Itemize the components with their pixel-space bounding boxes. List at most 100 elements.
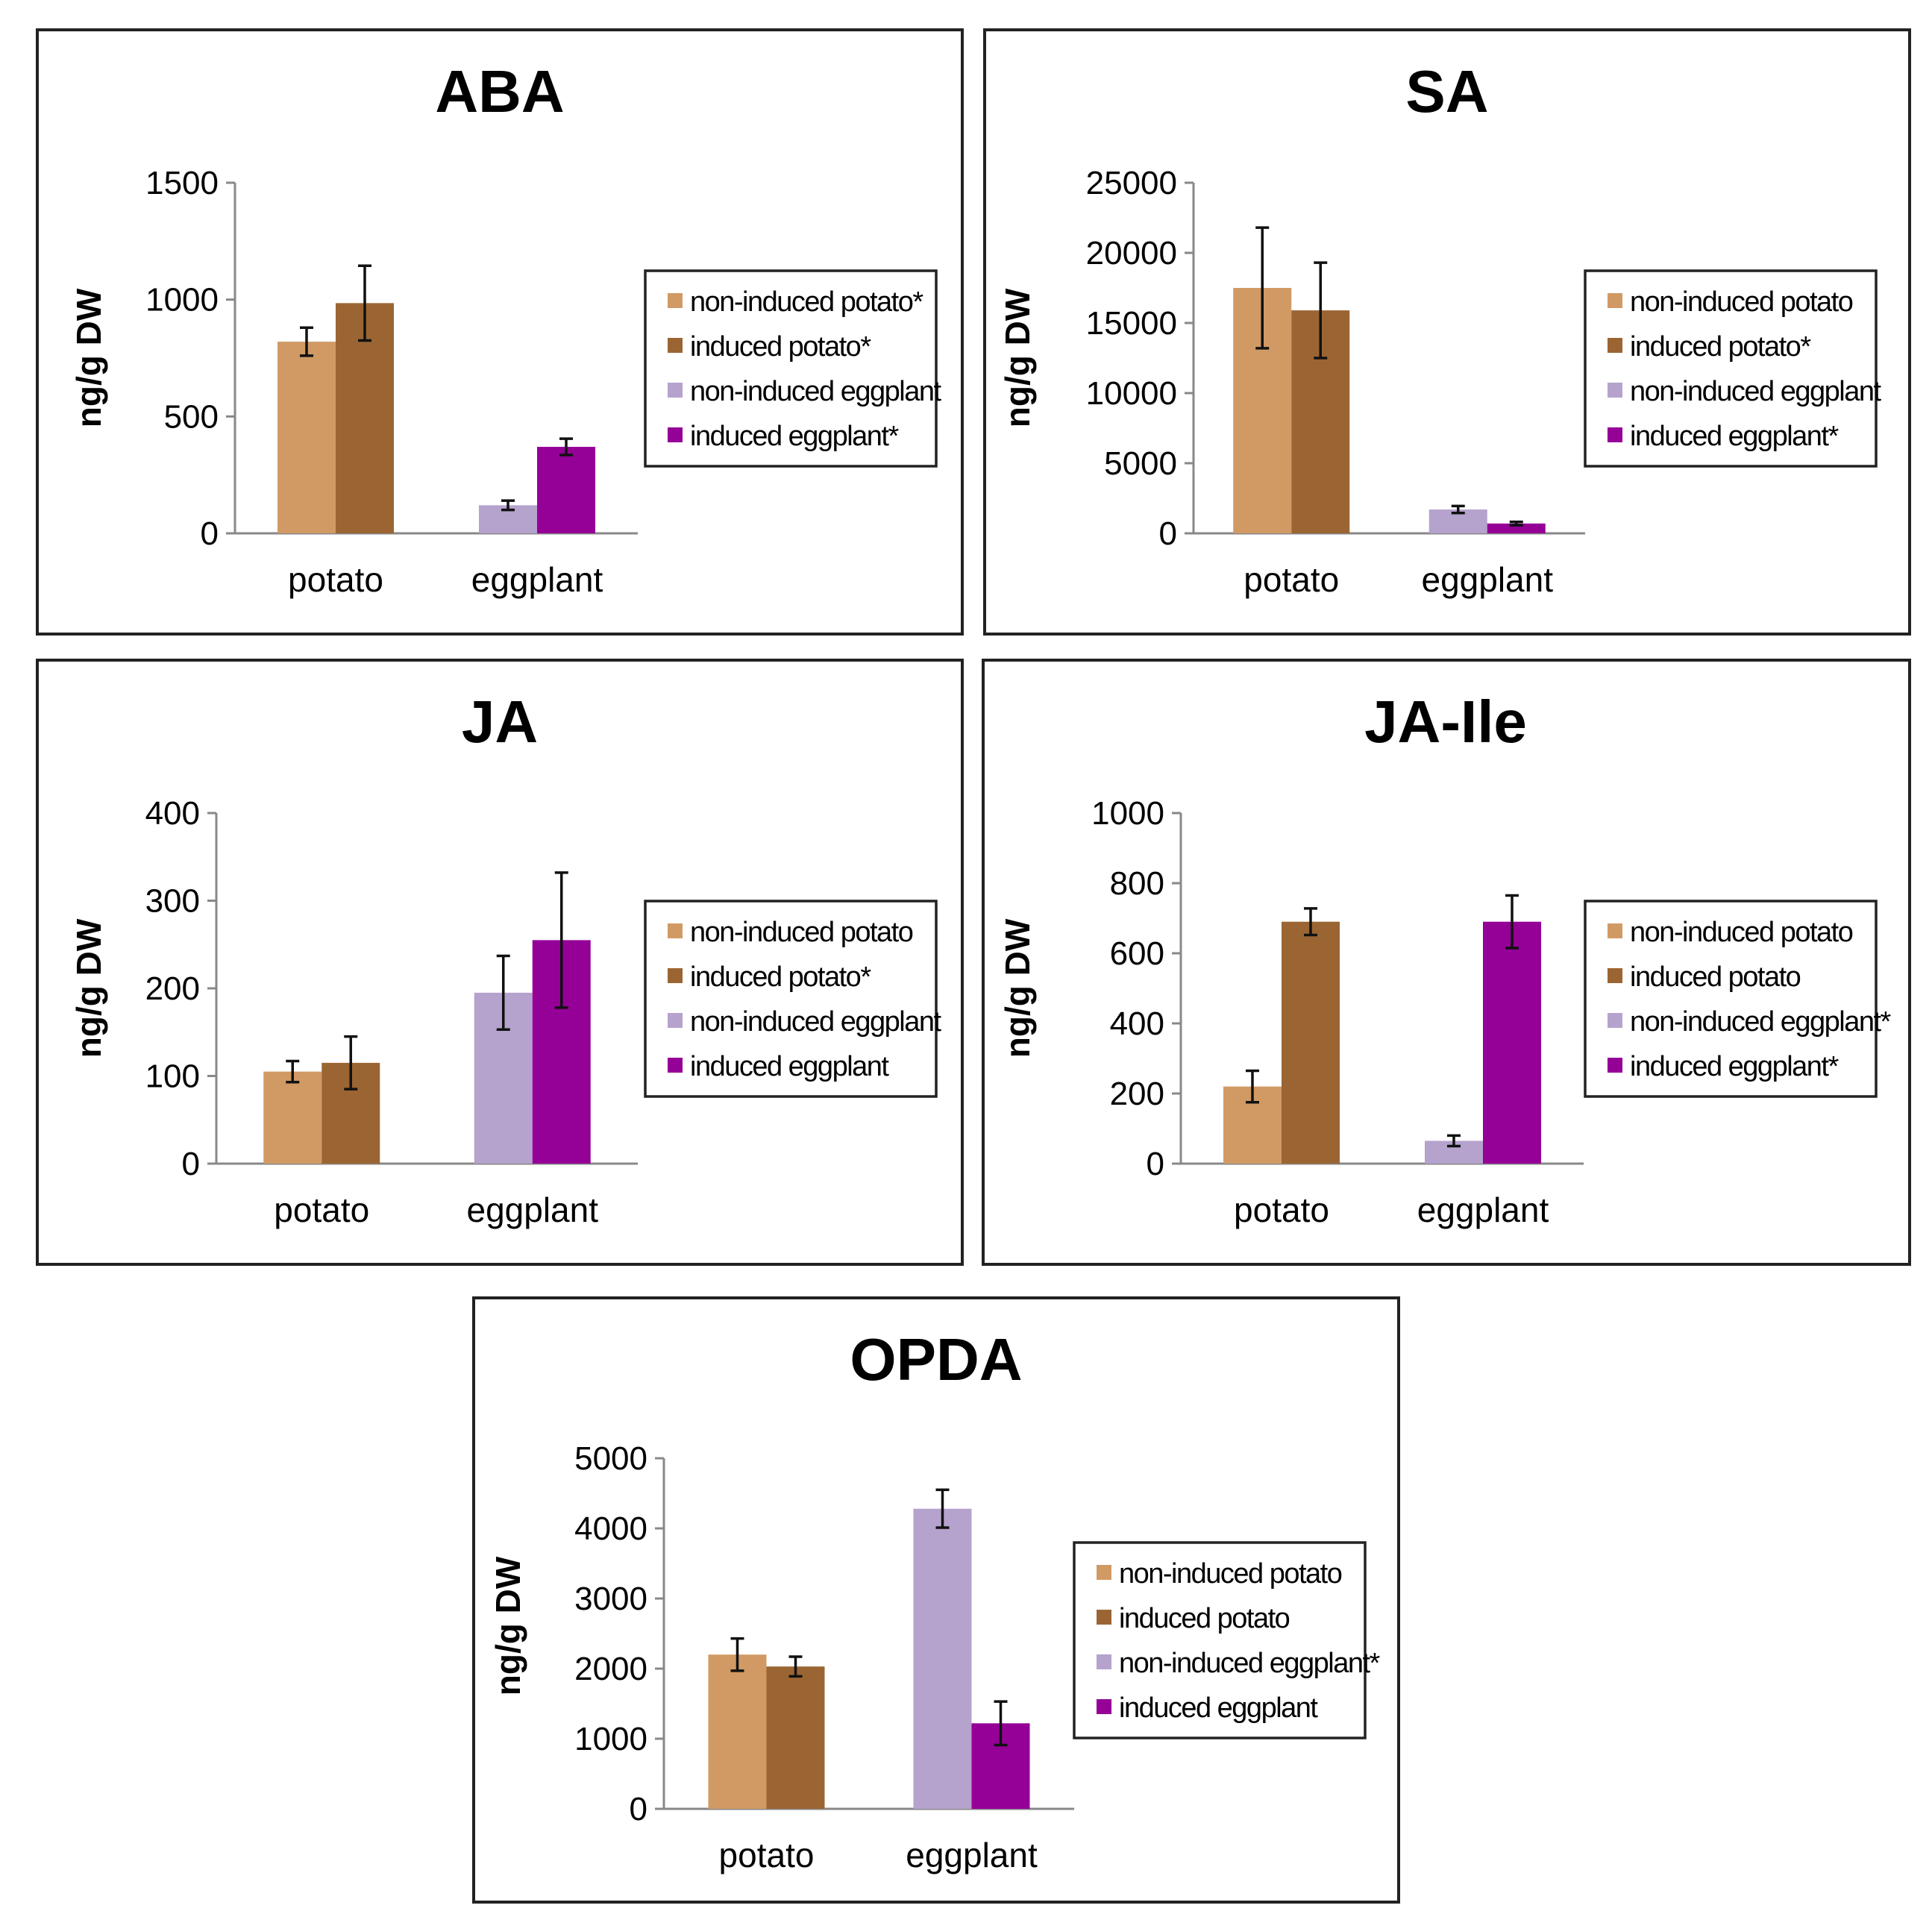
x-tick-label: eggplant [1417,1190,1549,1229]
legend-label: induced potato* [690,331,871,363]
legend-swatch [668,1058,683,1073]
chart-title: JA [462,688,538,755]
y-tick-label: 200 [145,970,200,1007]
plot-area: 0 1000 2000 3000 4000 5000 potato eggplant [574,1440,1074,1874]
y-tick-label: 1500 [145,165,219,201]
x-tick-label: eggplant [906,1836,1038,1874]
chart-title: SA [1405,58,1488,125]
y-tick-label: 400 [1110,1005,1164,1042]
legend-item: induced potato [1608,961,1801,993]
legend-swatch [1097,1565,1111,1580]
legend: non-induced potato* induced potato* non-… [644,269,943,468]
legend-item: induced eggplant* [668,421,900,452]
y-tick-label: 0 [630,1791,647,1827]
legend-label: induced eggplant [1119,1692,1318,1724]
x-tick-label: eggplant [467,1190,599,1229]
x-tick-label: potato [1234,1190,1329,1229]
y-tick-label: 10000 [1086,375,1177,412]
y-tick-label: 800 [1110,865,1164,902]
legend-item: induced potato* [668,331,873,363]
legend-label: non-induced potato [1630,917,1853,948]
x-tick-label: eggplant [471,560,603,599]
legend-item: non-induced eggplant [1608,376,1883,407]
y-tick-label: 4000 [574,1510,647,1547]
y-tick-label: 25000 [1086,165,1177,201]
x-tick-label: eggplant [1422,560,1554,599]
chart-title: ABA [435,58,564,125]
legend-item: induced eggplant* [1608,421,1840,452]
legend-swatch [1608,1058,1622,1073]
legend-item: non-induced eggplant [668,376,943,407]
panel-aba: ABA ng/g DW 0 500 1000 1500 potato eggplant n… [36,28,964,636]
plot-area: 0 5000 10000 15000 20000 25000 potato eggplant [1086,165,1585,599]
legend-label: induced eggplant* [1630,1051,1839,1082]
y-tick-label: 0 [182,1146,200,1182]
y-tick-label: 200 [1110,1076,1164,1112]
legend-swatch [1097,1610,1111,1625]
bar [913,1508,972,1809]
bar [277,342,336,533]
legend: non-induced potato induced potato non-in… [1584,900,1892,1098]
y-axis-label: ng/g DW [69,288,108,427]
y-tick-label: 15000 [1086,305,1177,342]
legend-label: induced eggplant [690,1051,889,1082]
y-tick-label: 400 [145,795,200,832]
y-tick-label: 500 [164,398,219,435]
legend-label: non-induced potato [690,917,913,948]
legend-item: non-induced potato [1097,1558,1343,1590]
x-tick-label: potato [719,1836,815,1874]
legend-label: non-induced potato* [690,286,923,318]
legend-box [1073,1541,1367,1739]
legend-item: non-induced eggplant* [1097,1648,1381,1679]
legend-item: induced eggplant* [1608,1051,1840,1082]
y-axis-label: ng/g DW [69,918,108,1058]
legend-item: non-induced potato [1608,286,1854,318]
legend-label: non-induced eggplant [690,1006,941,1038]
legend-label: non-induced eggplant* [1630,1006,1892,1038]
bar [1487,523,1546,533]
legend-item: induced potato [1097,1603,1290,1634]
legend-box [1584,269,1878,468]
y-tick-label: 1000 [145,282,219,319]
legend-box [1584,900,1878,1098]
y-tick-label: 3000 [574,1581,647,1617]
legend-label: non-induced eggplant* [1119,1648,1381,1679]
legend-swatch [1608,923,1622,938]
x-tick-label: potato [1243,560,1339,599]
y-tick-label: 100 [145,1058,200,1095]
chart-title: OPDA [850,1326,1022,1393]
plot-area: 0 200 400 600 800 1000 potato eggplant [1091,795,1584,1229]
y-tick-label: 5000 [574,1440,647,1477]
legend-swatch [1097,1699,1111,1714]
bar [1282,921,1340,1164]
legend-item: induced eggplant [668,1051,891,1082]
legend-label: induced eggplant* [1630,421,1839,452]
y-tick-label: 0 [1147,1146,1164,1182]
panel-ja: JA ng/g DW 0 100 200 300 400 potato eggplant n… [36,659,964,1266]
legend-swatch [1097,1654,1111,1669]
legend-item: non-induced eggplant [668,1006,943,1038]
legend-swatch [668,383,683,398]
legend-swatch [668,923,683,938]
y-tick-label: 2000 [574,1651,647,1687]
legend-swatch [1608,293,1622,308]
y-tick-label: 20000 [1086,235,1177,272]
plot-area: 0 500 1000 1500 potato eggplant [145,165,638,599]
legend-item: non-induced eggplant* [1608,1006,1892,1038]
legend-label: non-induced eggplant [690,376,941,407]
chart-title: JA-Ile [1364,688,1527,755]
legend-swatch [668,293,683,308]
legend-swatch [668,1013,683,1028]
legend-swatch [1608,338,1622,353]
panel-ja-ile: JA-Ile ng/g DW 0 200 400 600 800 1000 potato eg… [982,659,1911,1266]
legend-label: non-induced potato [1119,1558,1342,1590]
legend-label: induced potato* [1630,331,1811,363]
y-axis-label: ng/g DW [998,918,1037,1058]
x-tick-label: potato [274,1190,369,1229]
y-tick-label: 5000 [1104,445,1177,482]
legend-label: non-induced potato [1630,286,1853,318]
y-tick-label: 0 [201,515,219,552]
legend-swatch [668,338,683,353]
legend-swatch [1608,383,1622,398]
y-axis-label: ng/g DW [998,288,1037,427]
